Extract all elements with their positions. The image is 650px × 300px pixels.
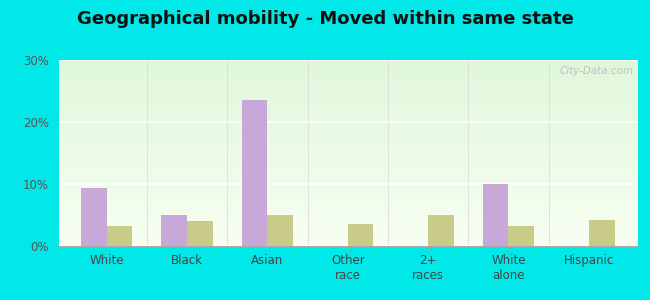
Bar xyxy=(428,215,454,246)
Bar xyxy=(267,215,293,246)
Bar xyxy=(589,220,614,246)
Bar xyxy=(107,226,133,246)
Bar xyxy=(242,100,267,246)
Bar xyxy=(348,224,374,246)
Bar xyxy=(81,188,107,246)
Text: Geographical mobility - Moved within same state: Geographical mobility - Moved within sam… xyxy=(77,11,573,28)
Text: City-Data.com: City-Data.com xyxy=(560,66,634,76)
Bar xyxy=(483,184,508,246)
Bar xyxy=(161,215,187,246)
Bar xyxy=(187,221,213,246)
Bar xyxy=(508,226,534,246)
